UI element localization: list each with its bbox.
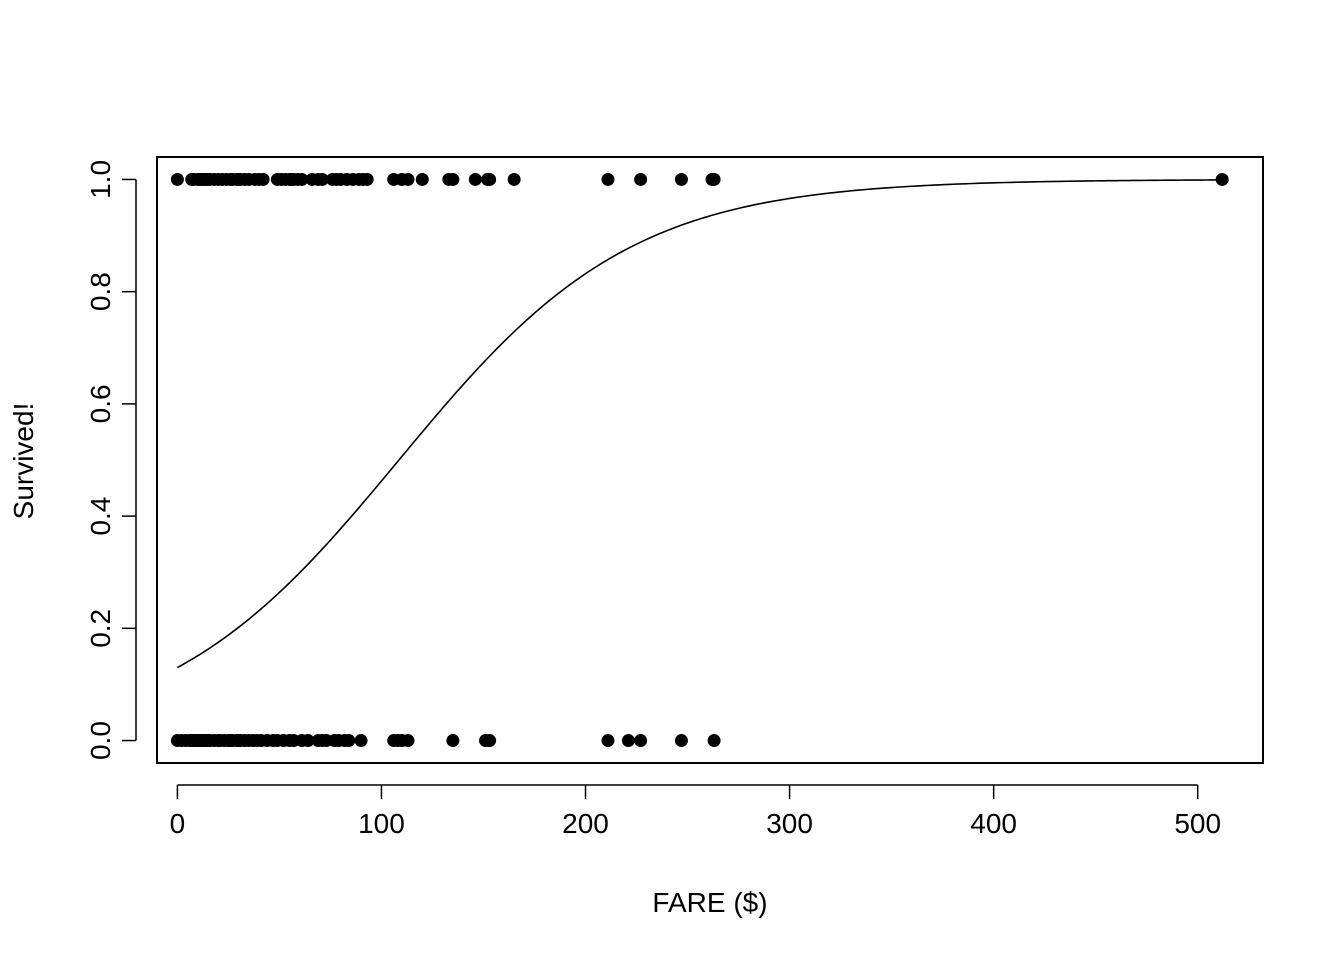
data-point xyxy=(401,172,415,186)
x-tick-label: 200 xyxy=(562,808,609,839)
data-points xyxy=(170,172,1229,748)
data-point xyxy=(446,734,460,748)
data-point xyxy=(360,172,374,186)
data-point xyxy=(634,172,648,186)
data-point xyxy=(315,172,329,186)
x-tick-label: 400 xyxy=(970,808,1017,839)
data-point xyxy=(601,734,615,748)
data-point xyxy=(415,172,429,186)
data-point xyxy=(707,172,721,186)
data-point xyxy=(483,734,497,748)
data-point xyxy=(674,734,688,748)
y-tick-label: 0.0 xyxy=(85,721,116,760)
fitted-curve xyxy=(177,179,1223,669)
data-point xyxy=(601,172,615,186)
data-point xyxy=(446,172,460,186)
x-tick-label: 100 xyxy=(358,808,405,839)
y-tick-label: 0.4 xyxy=(85,497,116,536)
data-point xyxy=(401,734,415,748)
y-tick-label: 1.0 xyxy=(85,160,116,199)
data-point xyxy=(483,172,497,186)
data-point xyxy=(301,734,315,748)
data-point xyxy=(468,172,482,186)
data-point xyxy=(342,734,356,748)
x-axis-label: FARE ($) xyxy=(652,887,767,918)
data-point xyxy=(295,172,309,186)
data-point xyxy=(256,172,270,186)
x-tick-label: 0 xyxy=(170,808,186,839)
data-point xyxy=(634,734,648,748)
x-tick-label: 300 xyxy=(766,808,813,839)
y-tick-label: 0.8 xyxy=(85,272,116,311)
data-point xyxy=(1215,172,1229,186)
data-point xyxy=(354,734,368,748)
data-point xyxy=(507,172,521,186)
plot-frame xyxy=(156,156,1264,764)
data-point xyxy=(170,172,184,186)
y-axis-label: Survived! xyxy=(8,403,39,520)
x-tick-label: 500 xyxy=(1174,808,1221,839)
data-point xyxy=(707,734,721,748)
y-axis: 0.0 0.2 0.4 0.6 0.8 1.0 xyxy=(85,160,137,760)
y-tick-label: 0.2 xyxy=(85,609,116,648)
x-axis: 0 100 200 300 400 500 xyxy=(170,784,1221,839)
data-point xyxy=(674,172,688,186)
y-tick-label: 0.6 xyxy=(85,384,116,423)
data-point xyxy=(621,734,635,748)
